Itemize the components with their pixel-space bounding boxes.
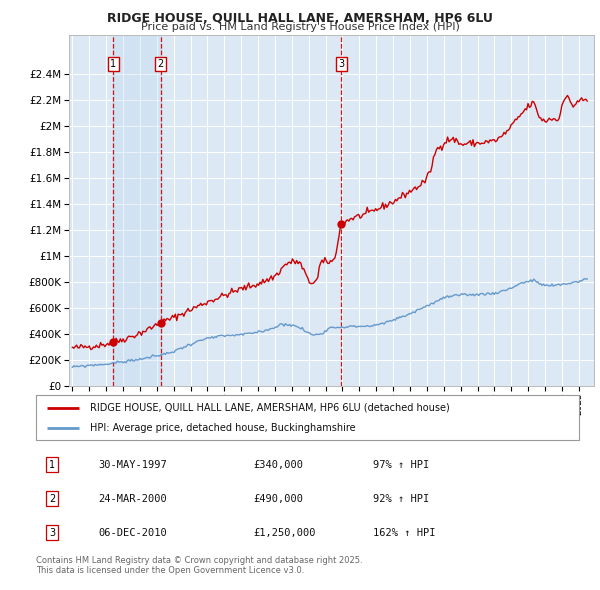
Text: 2: 2 <box>49 494 55 503</box>
Text: This data is licensed under the Open Government Licence v3.0.: This data is licensed under the Open Gov… <box>36 566 304 575</box>
Text: 162% ↑ HPI: 162% ↑ HPI <box>373 527 435 537</box>
Text: Contains HM Land Registry data © Crown copyright and database right 2025.: Contains HM Land Registry data © Crown c… <box>36 556 362 565</box>
Text: 2: 2 <box>158 59 164 69</box>
Bar <box>113 35 161 386</box>
Text: £340,000: £340,000 <box>253 460 303 470</box>
Text: Price paid vs. HM Land Registry's House Price Index (HPI): Price paid vs. HM Land Registry's House … <box>140 22 460 32</box>
Text: RIDGE HOUSE, QUILL HALL LANE, AMERSHAM, HP6 6LU: RIDGE HOUSE, QUILL HALL LANE, AMERSHAM, … <box>107 12 493 25</box>
Text: £1,250,000: £1,250,000 <box>253 527 316 537</box>
Text: 92% ↑ HPI: 92% ↑ HPI <box>373 494 429 503</box>
Text: HPI: Average price, detached house, Buckinghamshire: HPI: Average price, detached house, Buck… <box>91 424 356 434</box>
Text: RIDGE HOUSE, QUILL HALL LANE, AMERSHAM, HP6 6LU (detached house): RIDGE HOUSE, QUILL HALL LANE, AMERSHAM, … <box>91 403 450 412</box>
Text: 30-MAY-1997: 30-MAY-1997 <box>98 460 167 470</box>
Text: 3: 3 <box>49 527 55 537</box>
Text: 06-DEC-2010: 06-DEC-2010 <box>98 527 167 537</box>
Text: 3: 3 <box>338 59 344 69</box>
Text: £490,000: £490,000 <box>253 494 303 503</box>
Text: 1: 1 <box>49 460 55 470</box>
Text: 1: 1 <box>110 59 116 69</box>
Text: 24-MAR-2000: 24-MAR-2000 <box>98 494 167 503</box>
Text: 97% ↑ HPI: 97% ↑ HPI <box>373 460 429 470</box>
